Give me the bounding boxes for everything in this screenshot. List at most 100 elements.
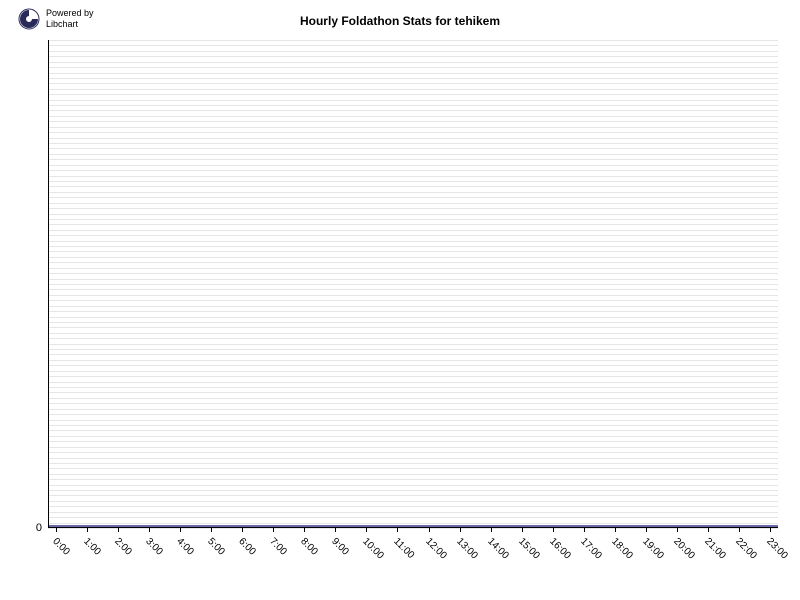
gridline [48, 110, 778, 111]
gridline [48, 251, 778, 252]
gridline [48, 257, 778, 258]
x-tick-label: 8:00 [299, 536, 321, 558]
x-tick [429, 528, 430, 532]
x-tick [522, 528, 523, 532]
gridline [48, 181, 778, 182]
gridline [48, 186, 778, 187]
gridline [48, 67, 778, 68]
x-tick [242, 528, 243, 532]
gridline [48, 273, 778, 274]
gridline [48, 89, 778, 90]
plot-area [48, 40, 778, 528]
gridline [48, 474, 778, 475]
gridline [48, 495, 778, 496]
x-tick-label: 21:00 [702, 536, 727, 561]
x-tick-label: 10:00 [361, 536, 386, 561]
gridline [48, 300, 778, 301]
x-tick-label: 22:00 [733, 536, 758, 561]
x-tick [677, 528, 678, 532]
x-tick-label: 11:00 [392, 536, 417, 561]
gridline [48, 344, 778, 345]
gridline [48, 441, 778, 442]
gridline [48, 458, 778, 459]
x-tick [397, 528, 398, 532]
x-tick [739, 528, 740, 532]
x-tick-label: 17:00 [578, 536, 603, 561]
gridline [48, 268, 778, 269]
gridline [48, 154, 778, 155]
gridline [48, 447, 778, 448]
gridline [48, 387, 778, 388]
gridline [48, 192, 778, 193]
x-tick-label: 14:00 [485, 536, 510, 561]
x-tick-label: 2:00 [112, 536, 134, 558]
gridline [48, 197, 778, 198]
y-axis-line [48, 40, 49, 528]
gridline [48, 208, 778, 209]
gridline [48, 501, 778, 502]
gridline [48, 279, 778, 280]
gridline [48, 295, 778, 296]
x-tick [149, 528, 150, 532]
gridline [48, 62, 778, 63]
x-tick [56, 528, 57, 532]
gridline [48, 306, 778, 307]
x-tick-label: 19:00 [640, 536, 665, 561]
gridline [48, 463, 778, 464]
gridline [48, 235, 778, 236]
gridline [48, 311, 778, 312]
gridline [48, 371, 778, 372]
gridline [48, 224, 778, 225]
gridline [48, 176, 778, 177]
chart-title: Hourly Foldathon Stats for tehikem [0, 14, 800, 28]
x-tick-label: 5:00 [205, 536, 227, 558]
gridline [48, 425, 778, 426]
x-tick [553, 528, 554, 532]
gridline [48, 485, 778, 486]
gridline [48, 40, 778, 41]
x-tick-label: 0:00 [50, 536, 72, 558]
x-tick-label: 4:00 [174, 536, 196, 558]
x-tick [118, 528, 119, 532]
x-tick-label: 1:00 [81, 536, 103, 558]
gridline [48, 148, 778, 149]
gridline [48, 289, 778, 290]
gridline [48, 143, 778, 144]
gridline [48, 230, 778, 231]
x-tick-label: 6:00 [236, 536, 258, 558]
x-tick [273, 528, 274, 532]
gridline [48, 382, 778, 383]
gridline [48, 105, 778, 106]
x-tick-label: 20:00 [671, 536, 696, 561]
gridline [48, 78, 778, 79]
x-tick [615, 528, 616, 532]
gridline [48, 284, 778, 285]
x-axis-line [48, 527, 778, 528]
gridline [48, 512, 778, 513]
gridline [48, 528, 778, 529]
gridline [48, 506, 778, 507]
x-tick-label: 7:00 [268, 536, 290, 558]
gridline [48, 132, 778, 133]
x-tick-label: 13:00 [454, 536, 479, 561]
gridline [48, 490, 778, 491]
gridline [48, 523, 778, 524]
gridline [48, 349, 778, 350]
gridline [48, 127, 778, 128]
x-tick-label: 15:00 [516, 536, 541, 561]
x-tick-label: 16:00 [547, 536, 572, 561]
x-tick [335, 528, 336, 532]
gridline [48, 333, 778, 334]
gridline [48, 246, 778, 247]
gridline [48, 94, 778, 95]
x-tick-label: 12:00 [423, 536, 448, 561]
gridline [48, 100, 778, 101]
gridline [48, 138, 778, 139]
x-tick [211, 528, 212, 532]
x-tick [491, 528, 492, 532]
gridline [48, 219, 778, 220]
gridline [48, 322, 778, 323]
x-tick [366, 528, 367, 532]
x-tick [584, 528, 585, 532]
gridline [48, 430, 778, 431]
